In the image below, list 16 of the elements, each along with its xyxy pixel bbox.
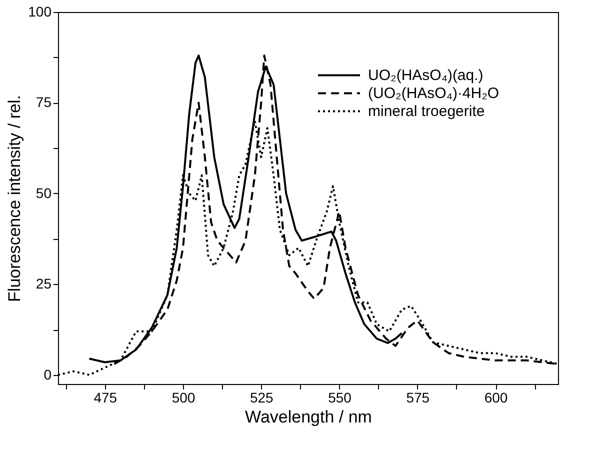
y-tick-label: 75: [36, 94, 52, 110]
y-tick-label: 50: [36, 184, 52, 201]
x-tick-label: 575: [406, 390, 430, 406]
x-tick-label: 475: [94, 390, 118, 406]
x-tick-label: 525: [250, 390, 274, 406]
x-tick-label: 600: [484, 390, 508, 406]
legend-label: (UO₂(HAsO₄)·4H₂O: [368, 85, 500, 102]
legend-label: mineral troegerite: [368, 103, 485, 120]
x-axis-title: Wavelength / nm: [245, 408, 372, 426]
y-tick-label: 100: [28, 4, 52, 20]
y-tick-label: 0: [44, 366, 52, 382]
y-tick-label: 25: [36, 276, 52, 292]
legend-label: UO₂(HAsO₄)(aq.): [368, 67, 484, 84]
x-tick-label: 500: [172, 390, 196, 406]
x-tick-label: 550: [328, 390, 352, 406]
y-axis-title: Fluorescence intensity / rel.: [5, 95, 24, 302]
